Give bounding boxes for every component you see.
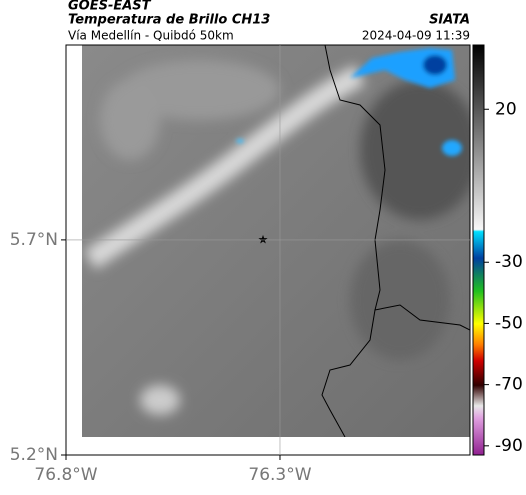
lon-tick-label: 76.8°W	[34, 465, 97, 485]
map-frame	[65, 44, 471, 456]
colorbar	[472, 44, 485, 456]
title: GOES-EAST	[68, 0, 152, 14]
region: Vía Medellín - Quibdó 50km	[68, 29, 234, 43]
colorbar-label: -70	[495, 375, 523, 395]
lat-tick-label: 5.2°N	[10, 445, 58, 465]
credit: SIATA	[429, 13, 470, 28]
subtitle: Temperatura de Brillo CH13	[68, 13, 270, 28]
colorbar-label: -90	[495, 436, 523, 456]
timestamp: 2024-04-09 11:39	[362, 29, 470, 43]
colorbar-label: -50	[495, 313, 523, 333]
satellite-image	[82, 45, 470, 437]
location-marker: ★	[258, 233, 269, 247]
colorbar-label: 20	[495, 99, 517, 119]
colorbar-label: -30	[495, 252, 523, 272]
lat-tick-label: 5.7°N	[10, 230, 58, 250]
lon-tick-label: 76.3°W	[248, 465, 311, 485]
